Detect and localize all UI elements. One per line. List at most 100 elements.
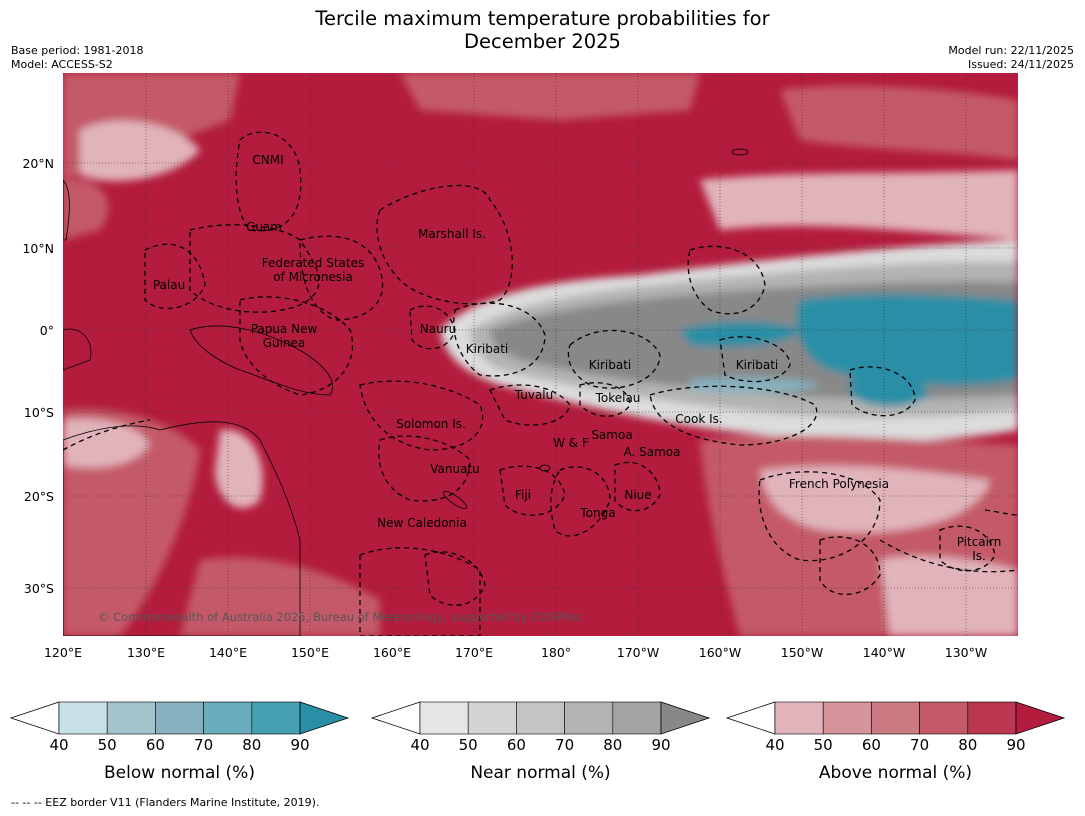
issued-date: Issued: 24/11/2025	[967, 58, 1074, 71]
colorbar-tick-label: 80	[603, 736, 622, 754]
colorbar-segment	[564, 701, 614, 735]
colorbar-tick-label: 90	[1006, 736, 1025, 754]
colorbar-segment	[774, 701, 824, 735]
colorbar-tick-label: 40	[765, 736, 784, 754]
colorbar-1: 40 50 60 70 80 90 Below normal (%)	[9, 701, 350, 783]
meta-right: Model run: 22/11/2025 Issued: 24/11/2025	[948, 44, 1074, 72]
colorbar-extend-low	[9, 701, 60, 735]
lat-tick-label: 30°S	[24, 581, 54, 596]
colorbar-segment	[967, 701, 1017, 735]
lat-tick-label: 10°S	[24, 405, 54, 420]
base-period: Base period: 1981-2018	[11, 44, 144, 57]
region-label-wf: W & F	[553, 436, 589, 450]
colorbar-tick-label: 80	[958, 736, 977, 754]
colorbar-segment	[919, 701, 969, 735]
colorbar-tick-label: 50	[98, 736, 117, 754]
colorbar-segment	[203, 701, 253, 735]
region-label-tokelau: Tokelau	[595, 391, 641, 405]
region-label-kiribati-c: Kiribati	[589, 358, 631, 372]
map-title: Tercile maximum temperature probabilitie…	[0, 7, 1085, 53]
colorbar-segment	[822, 701, 872, 735]
region-label-fsm: Federated States of Micronesia	[262, 256, 364, 284]
region-label-frpoly: French Polynesia	[789, 477, 889, 491]
meta-left: Base period: 1981-2018 Model: ACCESS-S2	[11, 44, 143, 72]
colorbar-segment	[467, 701, 517, 735]
colorbar-extend-high	[299, 701, 350, 735]
region-label-newcal: New Caledonia	[377, 516, 467, 530]
region-label-tuvalu: Tuvalu	[514, 388, 554, 402]
region-label-solomon: Solomon Is.	[396, 417, 466, 431]
colorbar-title: Near normal (%)	[470, 763, 610, 783]
colorbar-segment	[155, 701, 204, 735]
region-label-pitcairn: Pitcairn Is.	[957, 535, 1002, 563]
region-label-cnmi: CNMI	[252, 153, 283, 167]
region-labels: CNMI Guam Marshall Is. Palau Federated State…	[153, 153, 1001, 563]
colorbar-segment	[612, 701, 662, 735]
region-label-palau: Palau	[153, 278, 185, 292]
colorbar-title: Below normal (%)	[104, 763, 255, 783]
region-label-nauru: Nauru	[420, 322, 456, 336]
colorbar-tick-label: 90	[290, 736, 309, 754]
lon-tick-label: 130°W	[945, 645, 987, 660]
colorbar-tick-label: 80	[242, 736, 261, 754]
colorbar-segment	[419, 701, 469, 735]
colorbar-tick-label: 60	[146, 736, 165, 754]
title-line-2: December 2025	[464, 30, 621, 53]
region-label-samoa: Samoa	[591, 428, 632, 442]
colorbar-2: 40 50 60 70 80 90 Near normal (%)	[370, 701, 711, 783]
colorbar-tick-label: 90	[651, 736, 670, 754]
title-line-1: Tercile maximum temperature probabilitie…	[315, 7, 770, 30]
region-label-png: Papua New Guinea	[251, 322, 318, 350]
colorbar-tick-label: 70	[910, 736, 929, 754]
colorbar-tick-label: 60	[507, 736, 526, 754]
lon-tick-label: 170°E	[455, 645, 493, 660]
lat-tick-label: 20°S	[24, 489, 54, 504]
colorbars: 40 50 60 70 80 90 Below normal (%) 40 50 60 70 80 90…	[9, 701, 1066, 783]
colorbar-tick-label: 50	[459, 736, 478, 754]
model-run: Model run: 22/11/2025	[948, 44, 1074, 57]
lon-tick-label: 170°W	[617, 645, 659, 660]
region-label-kiribati-e: Kiribati	[736, 358, 778, 372]
colorbar-3: 40 50 60 70 80 90 Above normal (%)	[725, 701, 1066, 783]
region-label-marshall: Marshall Is.	[418, 227, 486, 241]
lon-tick-label: 140°E	[209, 645, 247, 660]
region-label-cook: Cook Is.	[675, 412, 722, 426]
lon-tick-label: 140°W	[863, 645, 905, 660]
colorbar-tick-label: 60	[862, 736, 881, 754]
lat-tick-label: 20°N	[22, 156, 54, 171]
colorbar-segment	[58, 701, 108, 735]
lon-tick-label: 160°E	[373, 645, 411, 660]
lon-tick-label: 120°E	[44, 645, 82, 660]
colorbar-tick-label: 40	[49, 736, 68, 754]
eez-footnote: -- -- -- EEZ border V11 (Flanders Marine…	[11, 796, 320, 809]
colorbar-extend-high	[1015, 701, 1066, 735]
colorbar-segment	[871, 701, 920, 735]
region-label-vanuatu: Vanuatu	[430, 462, 480, 476]
colorbar-segment	[251, 701, 301, 735]
region-label-asamoa: A. Samoa	[624, 445, 681, 459]
region-label-fiji: Fiji	[515, 488, 531, 502]
region-label-guam: Guam	[246, 220, 282, 234]
colorbar-extend-low	[725, 701, 776, 735]
lon-tick-label: 150°W	[781, 645, 823, 660]
lat-tick-label: 0°	[40, 323, 54, 338]
lon-tick-label: 180°	[541, 645, 571, 660]
colorbar-tick-label: 40	[410, 736, 429, 754]
region-label-tonga: Tonga	[579, 506, 615, 520]
colorbar-tick-label: 70	[194, 736, 213, 754]
latitude-ticks: 20°N 10°N 0° 10°S 20°S 30°S	[22, 156, 54, 596]
colorbar-segment	[516, 701, 565, 735]
probability-field	[63, 73, 1018, 636]
region-label-kiribati-w: Kiribati	[466, 342, 508, 356]
lon-tick-label: 130°E	[127, 645, 165, 660]
colorbar-extend-high	[660, 701, 711, 735]
lon-tick-label: 160°W	[699, 645, 741, 660]
colorbar-segment	[106, 701, 156, 735]
colorbar-tick-label: 50	[814, 736, 833, 754]
longitude-ticks: 120°E 130°E 140°E 150°E 160°E 170°E 180° 170°W 1…	[44, 645, 987, 660]
colorbar-extend-low	[370, 701, 421, 735]
model-name: Model: ACCESS-S2	[11, 58, 113, 71]
lat-tick-label: 10°N	[22, 241, 54, 256]
lon-tick-label: 150°E	[291, 645, 329, 660]
